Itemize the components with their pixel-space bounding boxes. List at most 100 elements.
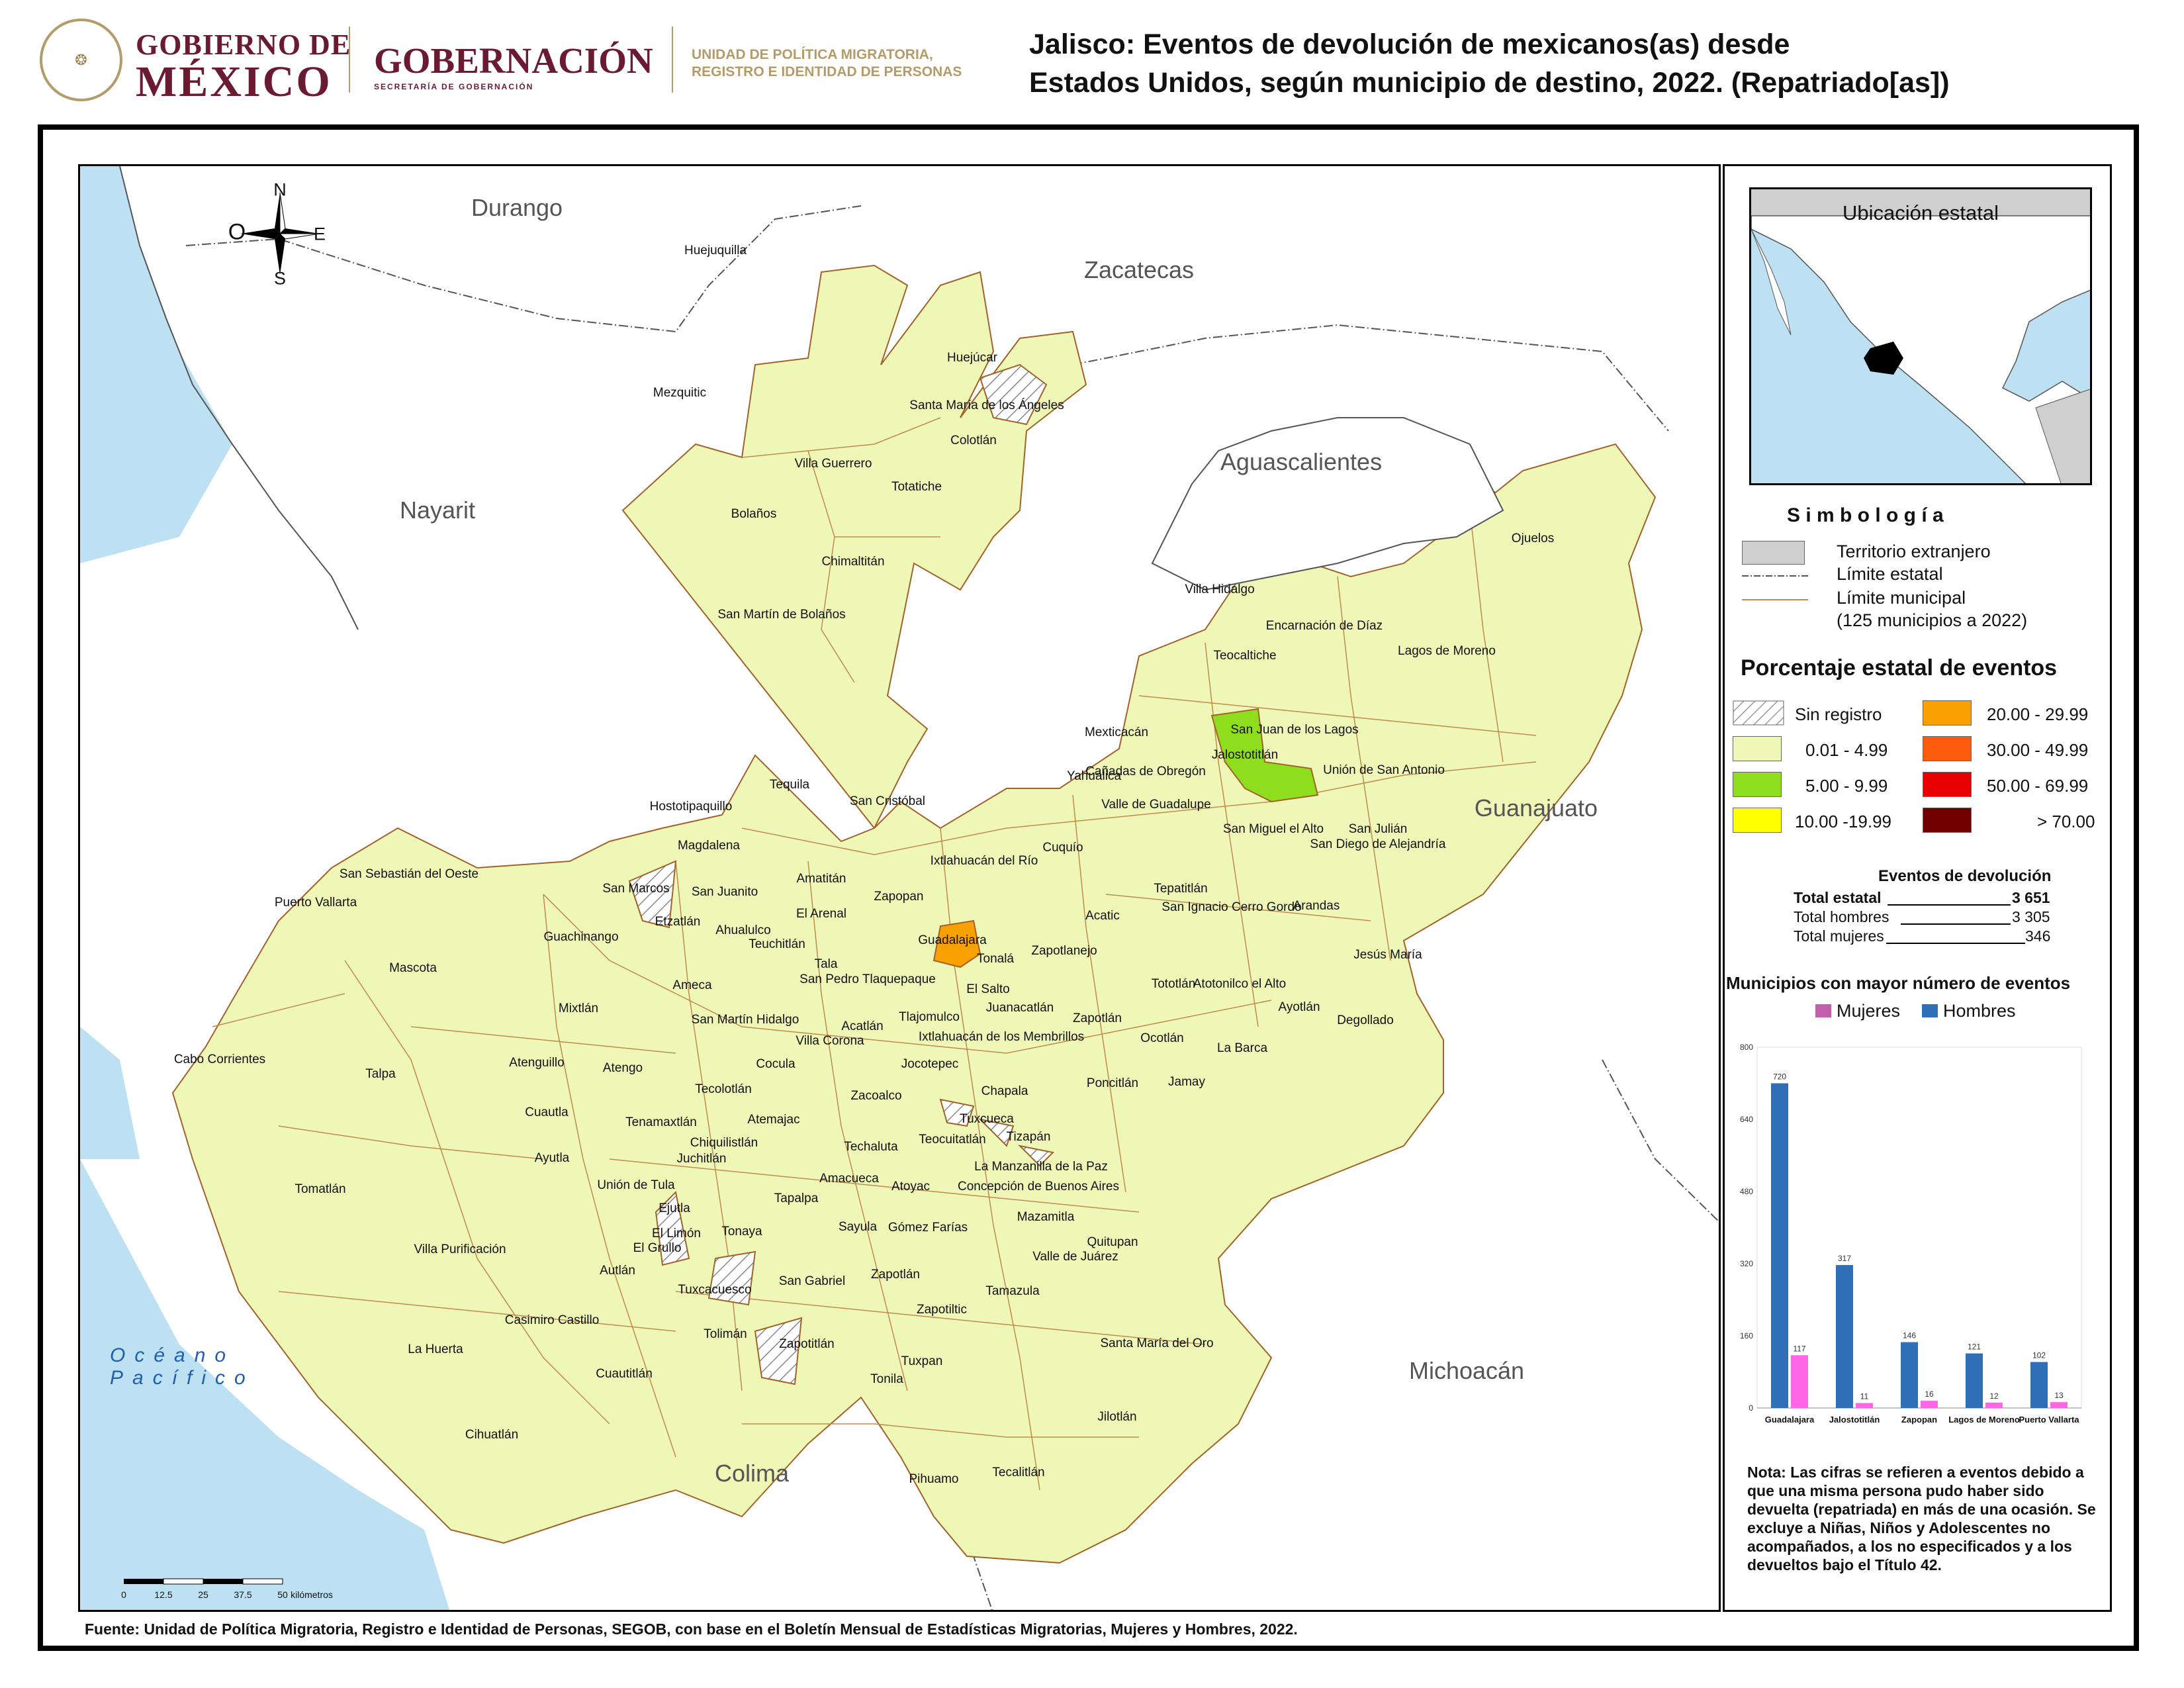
data-label: 11: [1860, 1392, 1869, 1401]
muni-label: Teuchitlán: [749, 937, 805, 951]
muni-label: Ocotlán: [1140, 1031, 1184, 1045]
bar-hombres: [2030, 1362, 2048, 1408]
muni-label: Tamazula: [985, 1284, 1040, 1298]
muni-label: San Martín Hidalgo: [691, 1013, 799, 1027]
scale-bar: [124, 1578, 283, 1585]
mujeres-label: Mujeres: [1837, 1001, 1901, 1021]
scale-tick: 0: [121, 1589, 126, 1600]
muni-label: Santa María del Oro: [1100, 1336, 1214, 1350]
total-hombres-value: 3 305: [2012, 908, 2050, 925]
total-estatal-label: Total estatal: [1794, 889, 1882, 906]
state-label-guanajuato: Guanajuato: [1474, 794, 1598, 821]
muni-label: El Grullo: [633, 1241, 682, 1255]
muni-label: Cuquío: [1042, 841, 1083, 855]
muni-label: Ojuelos: [1511, 532, 1555, 545]
y-tick-label: 160: [1740, 1331, 1753, 1340]
page-title: Jalisco: Eventos de devolución de mexica…: [1029, 25, 2154, 102]
title-line: Jalisco: Eventos de devolución de mexica…: [1029, 28, 1790, 60]
muni-label: Hostotipaquillo: [649, 800, 733, 814]
note-text: Nota: Las cifras se refieren a eventos d…: [1747, 1464, 2096, 1573]
x-tick-label: Puerto Vallarta: [2019, 1415, 2079, 1425]
map-svg: [80, 166, 1719, 1610]
scale-tick: 12.5: [154, 1589, 173, 1600]
muni-label: Casimiro Castillo: [504, 1313, 600, 1327]
muni-label: Mexticacán: [1084, 726, 1149, 739]
range-label: Sin registro: [1795, 704, 1882, 724]
muni-label: Mazamitla: [1017, 1210, 1075, 1224]
muni-label: San Marcos: [602, 882, 670, 896]
data-label: 317: [1838, 1254, 1851, 1263]
x-tick-label: Jalostotitlán: [1829, 1415, 1880, 1425]
muni-label: Poncitlán: [1086, 1076, 1139, 1090]
muni-label: Huejúcar: [946, 351, 998, 365]
data-label: 117: [1793, 1344, 1805, 1353]
muni-label: Tlajomulco: [899, 1010, 960, 1024]
muni-label: Techaluta: [844, 1140, 898, 1154]
muni-label: Chiquilistlán: [690, 1136, 758, 1150]
state-border: [185, 205, 862, 333]
limite-municipal-symbol: [1742, 599, 1808, 600]
bar-mujeres: [2050, 1402, 2068, 1408]
range-label: 10.00 -19.99: [1795, 812, 1892, 831]
simbologia-title: S i m b o l o g í a: [1787, 504, 1944, 526]
muni-label: Ixtlahuacán del Río: [930, 854, 1038, 868]
state-border: [1072, 324, 1669, 432]
muni-label: Jilotlán: [1097, 1410, 1137, 1424]
muni-label: El Salto: [966, 982, 1010, 996]
muni-label: San Sebastián del Oeste: [339, 867, 479, 881]
coastline: [119, 166, 359, 630]
limite-estatal-label: Límite estatal: [1837, 564, 1943, 584]
swatch-range: [1923, 700, 1972, 726]
muni-label: San Diego de Alejandría: [1310, 837, 1446, 851]
y-tick-label: 0: [1749, 1403, 1753, 1413]
muni-label: Jalostotitlán: [1211, 748, 1279, 762]
gobernacion-subtitle: SECRETARÍA DE GOBERNACIÓN: [374, 82, 534, 91]
bar-chart-svg: 0 160 320 480 640 800 720 117 Guadalajara 317 11 Ja…: [1740, 1043, 2082, 1425]
bar-mujeres: [1921, 1401, 1938, 1408]
muni-label: Atengo: [602, 1061, 643, 1075]
muni-label: Cañadas de Obregón: [1085, 765, 1206, 778]
muni-label: Juanacatlán: [985, 1001, 1054, 1015]
muni-label: Teocaltiche: [1213, 649, 1277, 663]
jalostotitlan-area: [1210, 708, 1319, 803]
muni-label: Tuxcueca: [960, 1112, 1014, 1126]
state-label-durango: Durango: [471, 194, 563, 221]
range-label: 50.00 - 69.99: [1987, 776, 2089, 796]
muni-label: Jamay: [1168, 1075, 1205, 1089]
swatch-range: [1923, 808, 1972, 833]
muni-label: Cabo Corrientes: [173, 1053, 266, 1066]
swatch-range: [1733, 772, 1782, 797]
muni-label: Tolimán: [704, 1327, 747, 1341]
muni-label: Villa Corona: [796, 1034, 864, 1048]
x-tick-label: Lagos de Moreno: [1948, 1415, 2020, 1425]
gobierno-text: GOBIERNO DE: [136, 28, 351, 61]
muni-label: Valle de Juárez: [1032, 1250, 1118, 1264]
muni-label: Ixtlahuacán de los Membrillos: [918, 1030, 1085, 1044]
muni-label: Zapopan: [874, 890, 924, 904]
guadalajara-area: [933, 919, 981, 968]
plot-area: [1756, 1047, 2082, 1409]
muni-label: Mascota: [389, 961, 437, 975]
muni-label: Santa María de los Ángeles: [909, 399, 1064, 412]
state-label-nayarit: Nayarit: [399, 496, 476, 524]
mujeres-swatch: [1815, 1004, 1831, 1017]
ocean-area: [80, 166, 232, 563]
swatch-range: [1923, 736, 1972, 761]
bar-mujeres: [1985, 1402, 2003, 1408]
aguascalientes-outline: [1151, 417, 1504, 591]
outer-frame: [38, 124, 2139, 1651]
compass-e: E: [313, 224, 326, 244]
muni-label: Zapotiltic: [916, 1303, 968, 1317]
map-panel[interactable]: N S E O Durango Zacatecas Nayarit Aguasc…: [78, 164, 1721, 1612]
muni-label: San Gabriel: [778, 1274, 846, 1288]
x-tick-label: Zapopan: [1901, 1415, 1937, 1425]
muni-label: Villa Purificación: [414, 1243, 506, 1256]
muni-label: Tecolotlán: [695, 1082, 752, 1096]
muni-label: La Huerta: [408, 1342, 463, 1356]
muni-label: Encarnación de Díaz: [1265, 619, 1383, 633]
range-label: 20.00 - 29.99: [1987, 704, 2089, 724]
muni-label: Puerto Vallarta: [274, 896, 357, 910]
eventos-title: Eventos de devolución: [1878, 867, 2052, 885]
muni-label: Degollado: [1337, 1013, 1394, 1027]
scale-unit: kilómetros: [291, 1589, 333, 1600]
